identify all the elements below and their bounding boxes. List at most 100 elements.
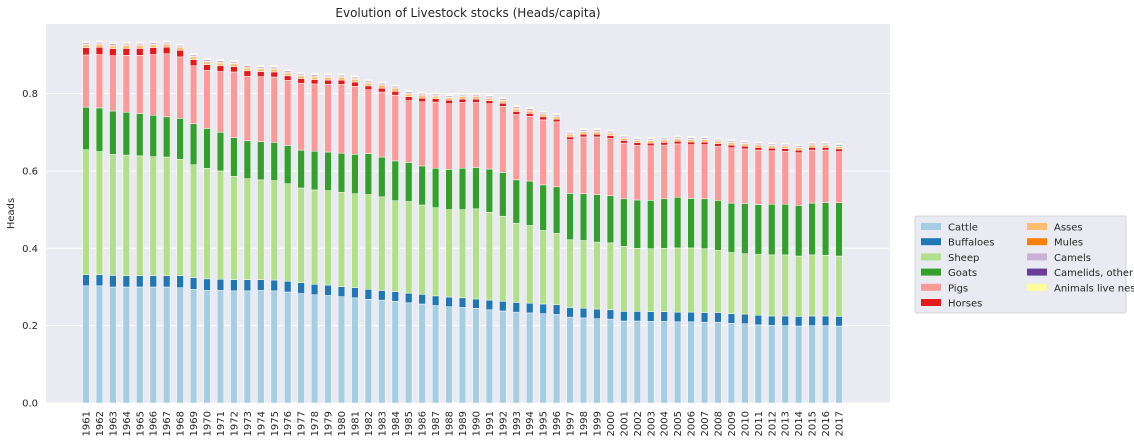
bar-segment-animals-live-nes — [310, 73, 319, 75]
bar-segment-pigs — [593, 136, 601, 195]
bars — [82, 40, 843, 404]
bar-segment-cattle — [781, 325, 789, 404]
bar-segment-goats — [808, 202, 816, 256]
bar-segment-buffaloes — [526, 302, 534, 314]
bar-segment-asses — [243, 67, 251, 72]
bar-segment-cattle — [324, 295, 332, 404]
bar-segment-asses — [122, 45, 130, 49]
bar-segment-cattle — [216, 290, 225, 404]
bar-segment-animals-live-nes — [472, 92, 480, 95]
bar-segment-horses — [674, 140, 682, 145]
bar-segment-animals-live-nes — [257, 65, 265, 67]
bar-segment-sheep — [700, 248, 709, 313]
x-tick-label: 2010 — [740, 411, 751, 436]
bar-segment-asses — [351, 79, 359, 83]
bar-segment-cattle — [499, 310, 507, 404]
bar-segment-pigs — [216, 71, 225, 133]
bar-segment-buffaloes — [553, 304, 561, 315]
bar-segment-goats — [324, 151, 332, 191]
bar-segment-buffaloes — [579, 308, 588, 319]
bar-segment-asses — [674, 138, 682, 142]
x-tick-label: 2013 — [781, 411, 792, 436]
x-tick-label: 1982 — [364, 411, 375, 436]
bar-segment-buffaloes — [768, 315, 776, 326]
bar-segment-horses — [337, 79, 346, 85]
x-tick-label: 1974 — [256, 411, 267, 436]
bar-segment-animals-live-nes — [741, 140, 749, 142]
bar-segment-pigs — [714, 145, 722, 201]
x-tick-label: 2009 — [727, 411, 738, 436]
bar-segment-pigs — [310, 83, 319, 152]
bar-segment-animals-live-nes — [781, 142, 789, 145]
bar-segment-asses — [539, 114, 547, 118]
bar-segment-pigs — [176, 56, 184, 119]
bar-segment-buffaloes — [754, 314, 762, 326]
bar-segment-buffaloes — [122, 275, 130, 288]
bar-segment-animals-live-nes — [230, 60, 238, 62]
bar-segment-goats — [149, 115, 157, 157]
bar-segment-buffaloes — [418, 294, 426, 305]
bar-segment-pigs — [499, 106, 507, 173]
bar-segment-cattle — [405, 302, 413, 404]
bar-segment-horses — [700, 141, 709, 145]
bar-segment-horses — [458, 98, 467, 103]
chart-title: Evolution of Livestock stocks (Heads/cap… — [335, 6, 600, 20]
legend-label: Mules — [1054, 238, 1083, 249]
bar-segment-cattle — [122, 286, 130, 404]
legend-swatch — [921, 223, 941, 230]
bar-segment-pigs — [136, 55, 144, 114]
bar-segment-sheep — [243, 178, 251, 280]
bar-segment-sheep — [337, 191, 346, 287]
bar-segment-pigs — [230, 71, 238, 138]
x-tick-label: 1991 — [485, 411, 496, 436]
bar-segment-sheep — [768, 254, 776, 317]
bar-segment-cattle — [727, 323, 736, 404]
bar-segment-buffaloes — [431, 295, 440, 306]
bar-segment-horses — [579, 133, 588, 138]
bar-segment-pigs — [821, 149, 830, 203]
bar-segment-horses — [109, 48, 117, 56]
bar-segment-horses — [378, 87, 386, 93]
bar-segment-asses — [781, 145, 789, 149]
bar-segment-goats — [445, 169, 453, 210]
bar-segment-goats — [593, 194, 601, 243]
bar-segment-asses — [714, 140, 722, 144]
bar-segment-horses — [472, 98, 480, 103]
bar-segment-goats — [163, 116, 171, 158]
bar-segment-animals-live-nes — [445, 94, 453, 96]
bar-segment-pigs — [579, 136, 588, 195]
bar-segment-sheep — [445, 209, 453, 298]
x-tick-label: 1989 — [458, 411, 469, 436]
bar-segment-asses — [203, 61, 211, 65]
bar-segment-pigs — [270, 76, 278, 143]
bar-segment-buffaloes — [660, 311, 668, 322]
bar-segment-animals-live-nes — [593, 128, 601, 130]
bar-segment-asses — [741, 143, 749, 147]
bar-segment-cattle — [189, 289, 198, 404]
bar-segment-sheep — [821, 255, 830, 317]
bar-segment-asses — [109, 45, 117, 50]
bar-segment-sheep — [808, 254, 816, 317]
bar-segment-cattle — [808, 325, 816, 404]
bar-segment-buffaloes — [566, 307, 574, 318]
bar-segment-horses — [727, 144, 736, 149]
x-tick-label: 1971 — [216, 411, 227, 436]
bar-segment-goats — [310, 150, 319, 191]
bar-segment-animals-live-nes — [203, 58, 211, 60]
bar-segment-buffaloes — [351, 287, 359, 299]
bar-segment-cattle — [243, 290, 251, 404]
bar-segment-asses — [189, 56, 198, 60]
bar-segment-goats — [472, 167, 480, 210]
bar-segment-sheep — [391, 200, 399, 292]
bar-segment-sheep — [122, 154, 130, 277]
x-tick-label: 2014 — [794, 411, 805, 436]
bar-segment-horses — [620, 140, 628, 144]
bar-segment-cattle — [660, 321, 668, 404]
bar-segment-sheep — [781, 254, 789, 317]
bar-segment-animals-live-nes — [808, 141, 816, 143]
plot-area — [46, 24, 890, 403]
bar-segment-pigs — [431, 101, 440, 169]
bar-segment-asses — [418, 95, 426, 99]
bar-segment-pigs — [781, 150, 789, 205]
x-tick-label: 2015 — [808, 411, 819, 436]
